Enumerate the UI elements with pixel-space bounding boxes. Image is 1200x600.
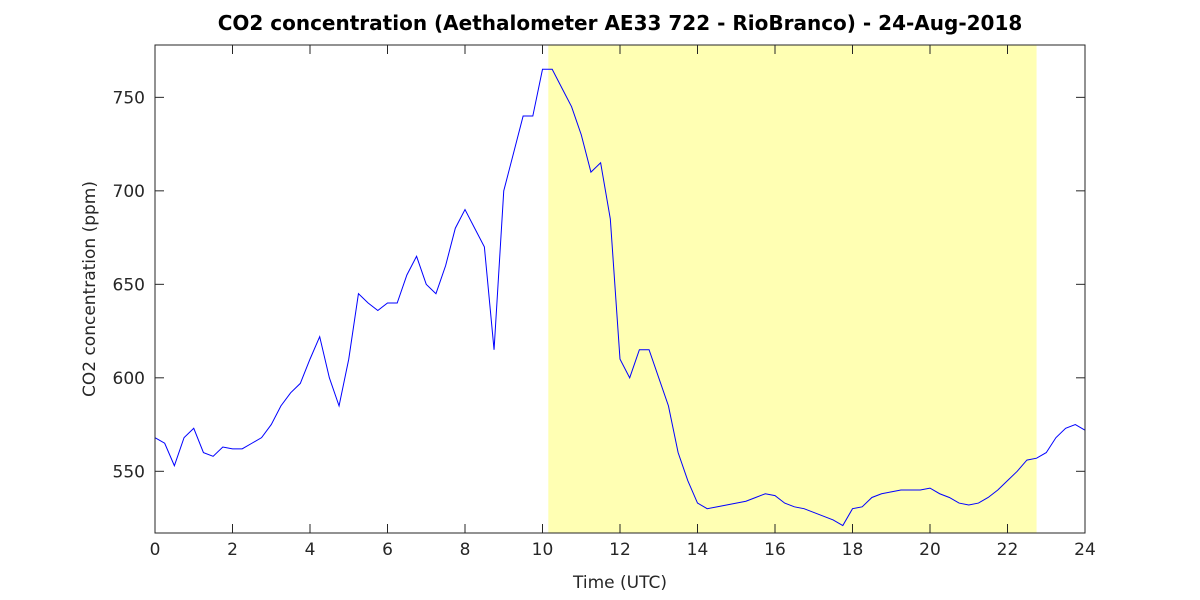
y-tick-label: 650 [113, 275, 145, 295]
x-tick-label: 24 [1074, 540, 1096, 560]
x-tick-label: 14 [687, 540, 709, 560]
data-line [154, 68, 1086, 527]
x-tick-label: 20 [919, 540, 941, 560]
x-tick-label: 0 [150, 540, 161, 560]
x-tick-label: 16 [764, 540, 786, 560]
x-tick-label: 6 [382, 540, 393, 560]
y-axis-label: CO2 concentration (ppm) [80, 181, 100, 397]
x-axis-label: Time (UTC) [572, 573, 667, 593]
x-tick-label: 8 [460, 540, 471, 560]
x-tick-label: 18 [842, 540, 864, 560]
x-tick-label: 2 [227, 540, 238, 560]
y-tick-label: 550 [113, 462, 145, 482]
x-tick-label: 4 [305, 540, 316, 560]
chart-title: CO2 concentration (Aethalometer AE33 722… [218, 11, 1023, 35]
x-tick-label: 10 [532, 540, 554, 560]
y-tick-label: 600 [113, 369, 145, 389]
y-tick-label: 700 [113, 182, 145, 202]
x-tick-label: 22 [997, 540, 1019, 560]
y-tick-label: 750 [113, 88, 145, 108]
shaded-region [548, 45, 1037, 533]
x-tick-label: 12 [609, 540, 631, 560]
